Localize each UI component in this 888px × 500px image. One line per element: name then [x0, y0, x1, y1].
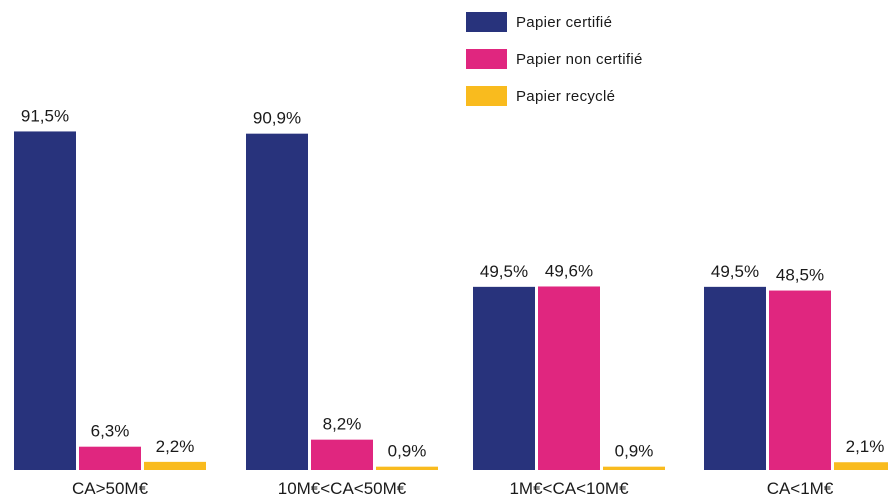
- category-label-gt-50m: CA>50M€: [72, 479, 149, 498]
- bar-non-certified-1m-10m: [538, 286, 600, 470]
- legend-label-recycled: Papier recyclé: [516, 87, 616, 105]
- legend-label-certified: Papier certifié: [516, 13, 613, 31]
- value-label-certified-1m-10m: 49,5%: [480, 262, 528, 281]
- legend-swatch-recycled: [466, 86, 507, 106]
- value-label-recycled-10m-50m: 0,9%: [388, 442, 427, 461]
- category-label-lt-1m: CA<1M€: [767, 479, 834, 498]
- bar-certified-lt-1m: [704, 286, 766, 470]
- bar-certified-1m-10m: [473, 286, 535, 470]
- bar-non-certified-10m-50m: [311, 439, 373, 470]
- bar-recycled-gt-50m: [144, 461, 206, 470]
- bar-certified-10m-50m: [246, 133, 308, 471]
- bar-non-certified-gt-50m: [79, 446, 141, 470]
- bar-recycled-lt-1m: [834, 462, 888, 470]
- value-label-non-certified-lt-1m: 48,5%: [776, 266, 824, 285]
- value-label-non-certified-1m-10m: 49,6%: [545, 261, 593, 280]
- value-label-recycled-1m-10m: 0,9%: [615, 442, 654, 461]
- value-label-non-certified-gt-50m: 6,3%: [91, 422, 130, 441]
- legend: Papier certifié Papier non certifié Papi…: [466, 12, 643, 123]
- legend-swatch-non-certified: [466, 49, 507, 69]
- value-label-certified-lt-1m: 49,5%: [711, 262, 759, 281]
- bar-recycled-10m-50m: [376, 466, 438, 470]
- value-label-recycled-gt-50m: 2,2%: [156, 437, 195, 456]
- value-label-recycled-lt-1m: 2,1%: [846, 437, 885, 456]
- bar-certified-gt-50m: [14, 131, 76, 470]
- value-label-certified-10m-50m: 90,9%: [253, 109, 301, 128]
- legend-item-non-certified: Papier non certifié: [466, 49, 643, 69]
- bar-non-certified-lt-1m: [769, 290, 831, 470]
- category-label-1m-10m: 1M€<CA<10M€: [509, 479, 629, 498]
- category-label-10m-50m: 10M€<CA<50M€: [278, 479, 407, 498]
- bar-recycled-1m-10m: [603, 466, 665, 470]
- legend-label-non-certified: Papier non certifié: [516, 50, 643, 68]
- value-label-non-certified-10m-50m: 8,2%: [323, 415, 362, 434]
- legend-item-certified: Papier certifié: [466, 12, 643, 32]
- legend-item-recycled: Papier recyclé: [466, 86, 643, 106]
- value-label-certified-gt-50m: 91,5%: [21, 106, 69, 125]
- legend-swatch-certified: [466, 12, 507, 32]
